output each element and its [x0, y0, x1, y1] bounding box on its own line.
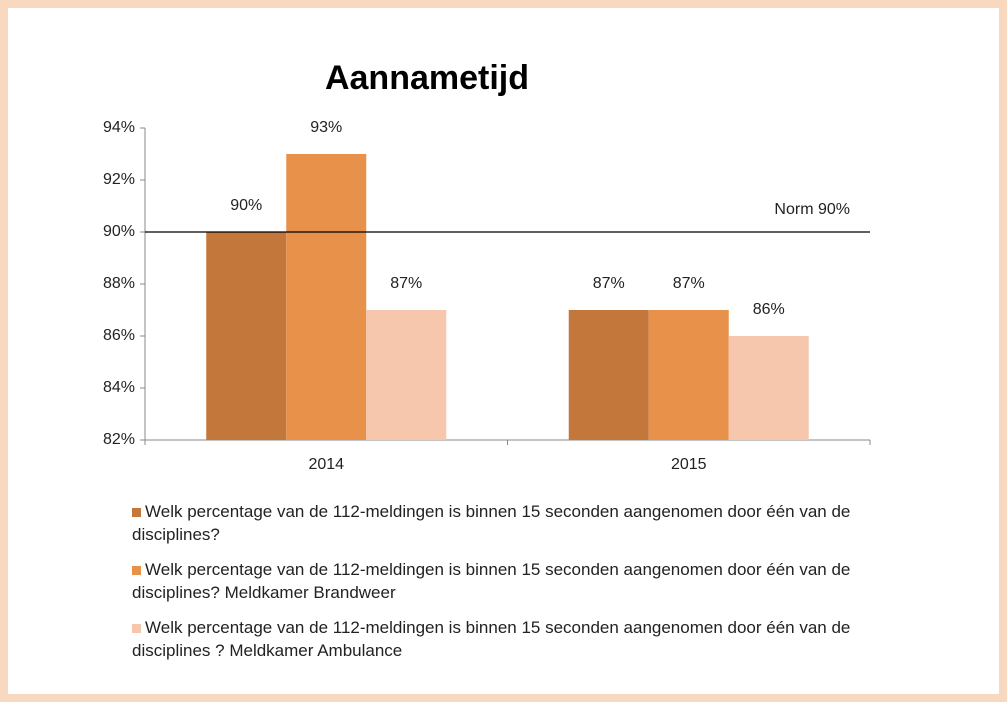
reference-label: Norm 90%: [774, 201, 850, 218]
legend-swatch: [132, 566, 141, 575]
legend-swatch: [132, 624, 141, 633]
data-label: 87%: [673, 275, 705, 292]
legend-item: Welk percentage van de 112-meldingen is …: [132, 558, 872, 604]
legend-label: Welk percentage van de 112-meldingen is …: [132, 618, 851, 660]
data-label: 87%: [390, 275, 422, 292]
legend-label: Welk percentage van de 112-meldingen is …: [132, 502, 851, 544]
x-tick-label: 2015: [671, 456, 707, 473]
bar: [728, 336, 809, 440]
y-tick-label: 82%: [103, 431, 135, 448]
data-label: 93%: [310, 119, 342, 136]
bar: [286, 154, 367, 440]
y-tick-label: 86%: [103, 327, 135, 344]
panel: [8, 8, 999, 694]
y-tick-label: 94%: [103, 119, 135, 136]
data-label: 86%: [753, 301, 785, 318]
data-label: 87%: [593, 275, 625, 292]
y-tick-label: 92%: [103, 171, 135, 188]
bar: [568, 310, 649, 440]
legend-item: Welk percentage van de 112-meldingen is …: [132, 616, 872, 662]
legend-label: Welk percentage van de 112-meldingen is …: [132, 560, 851, 602]
y-tick-label: 88%: [103, 275, 135, 292]
bar: [366, 310, 447, 440]
x-tick-label: 2014: [308, 456, 344, 473]
y-tick-label: 84%: [103, 379, 135, 396]
legend-swatch: [132, 508, 141, 517]
bar: [648, 310, 729, 440]
legend-item: Welk percentage van de 112-meldingen is …: [132, 500, 872, 546]
bar: [206, 232, 287, 440]
chart-title: Aannametijd: [325, 59, 529, 97]
data-label: 90%: [230, 197, 262, 214]
y-tick-label: 90%: [103, 223, 135, 240]
